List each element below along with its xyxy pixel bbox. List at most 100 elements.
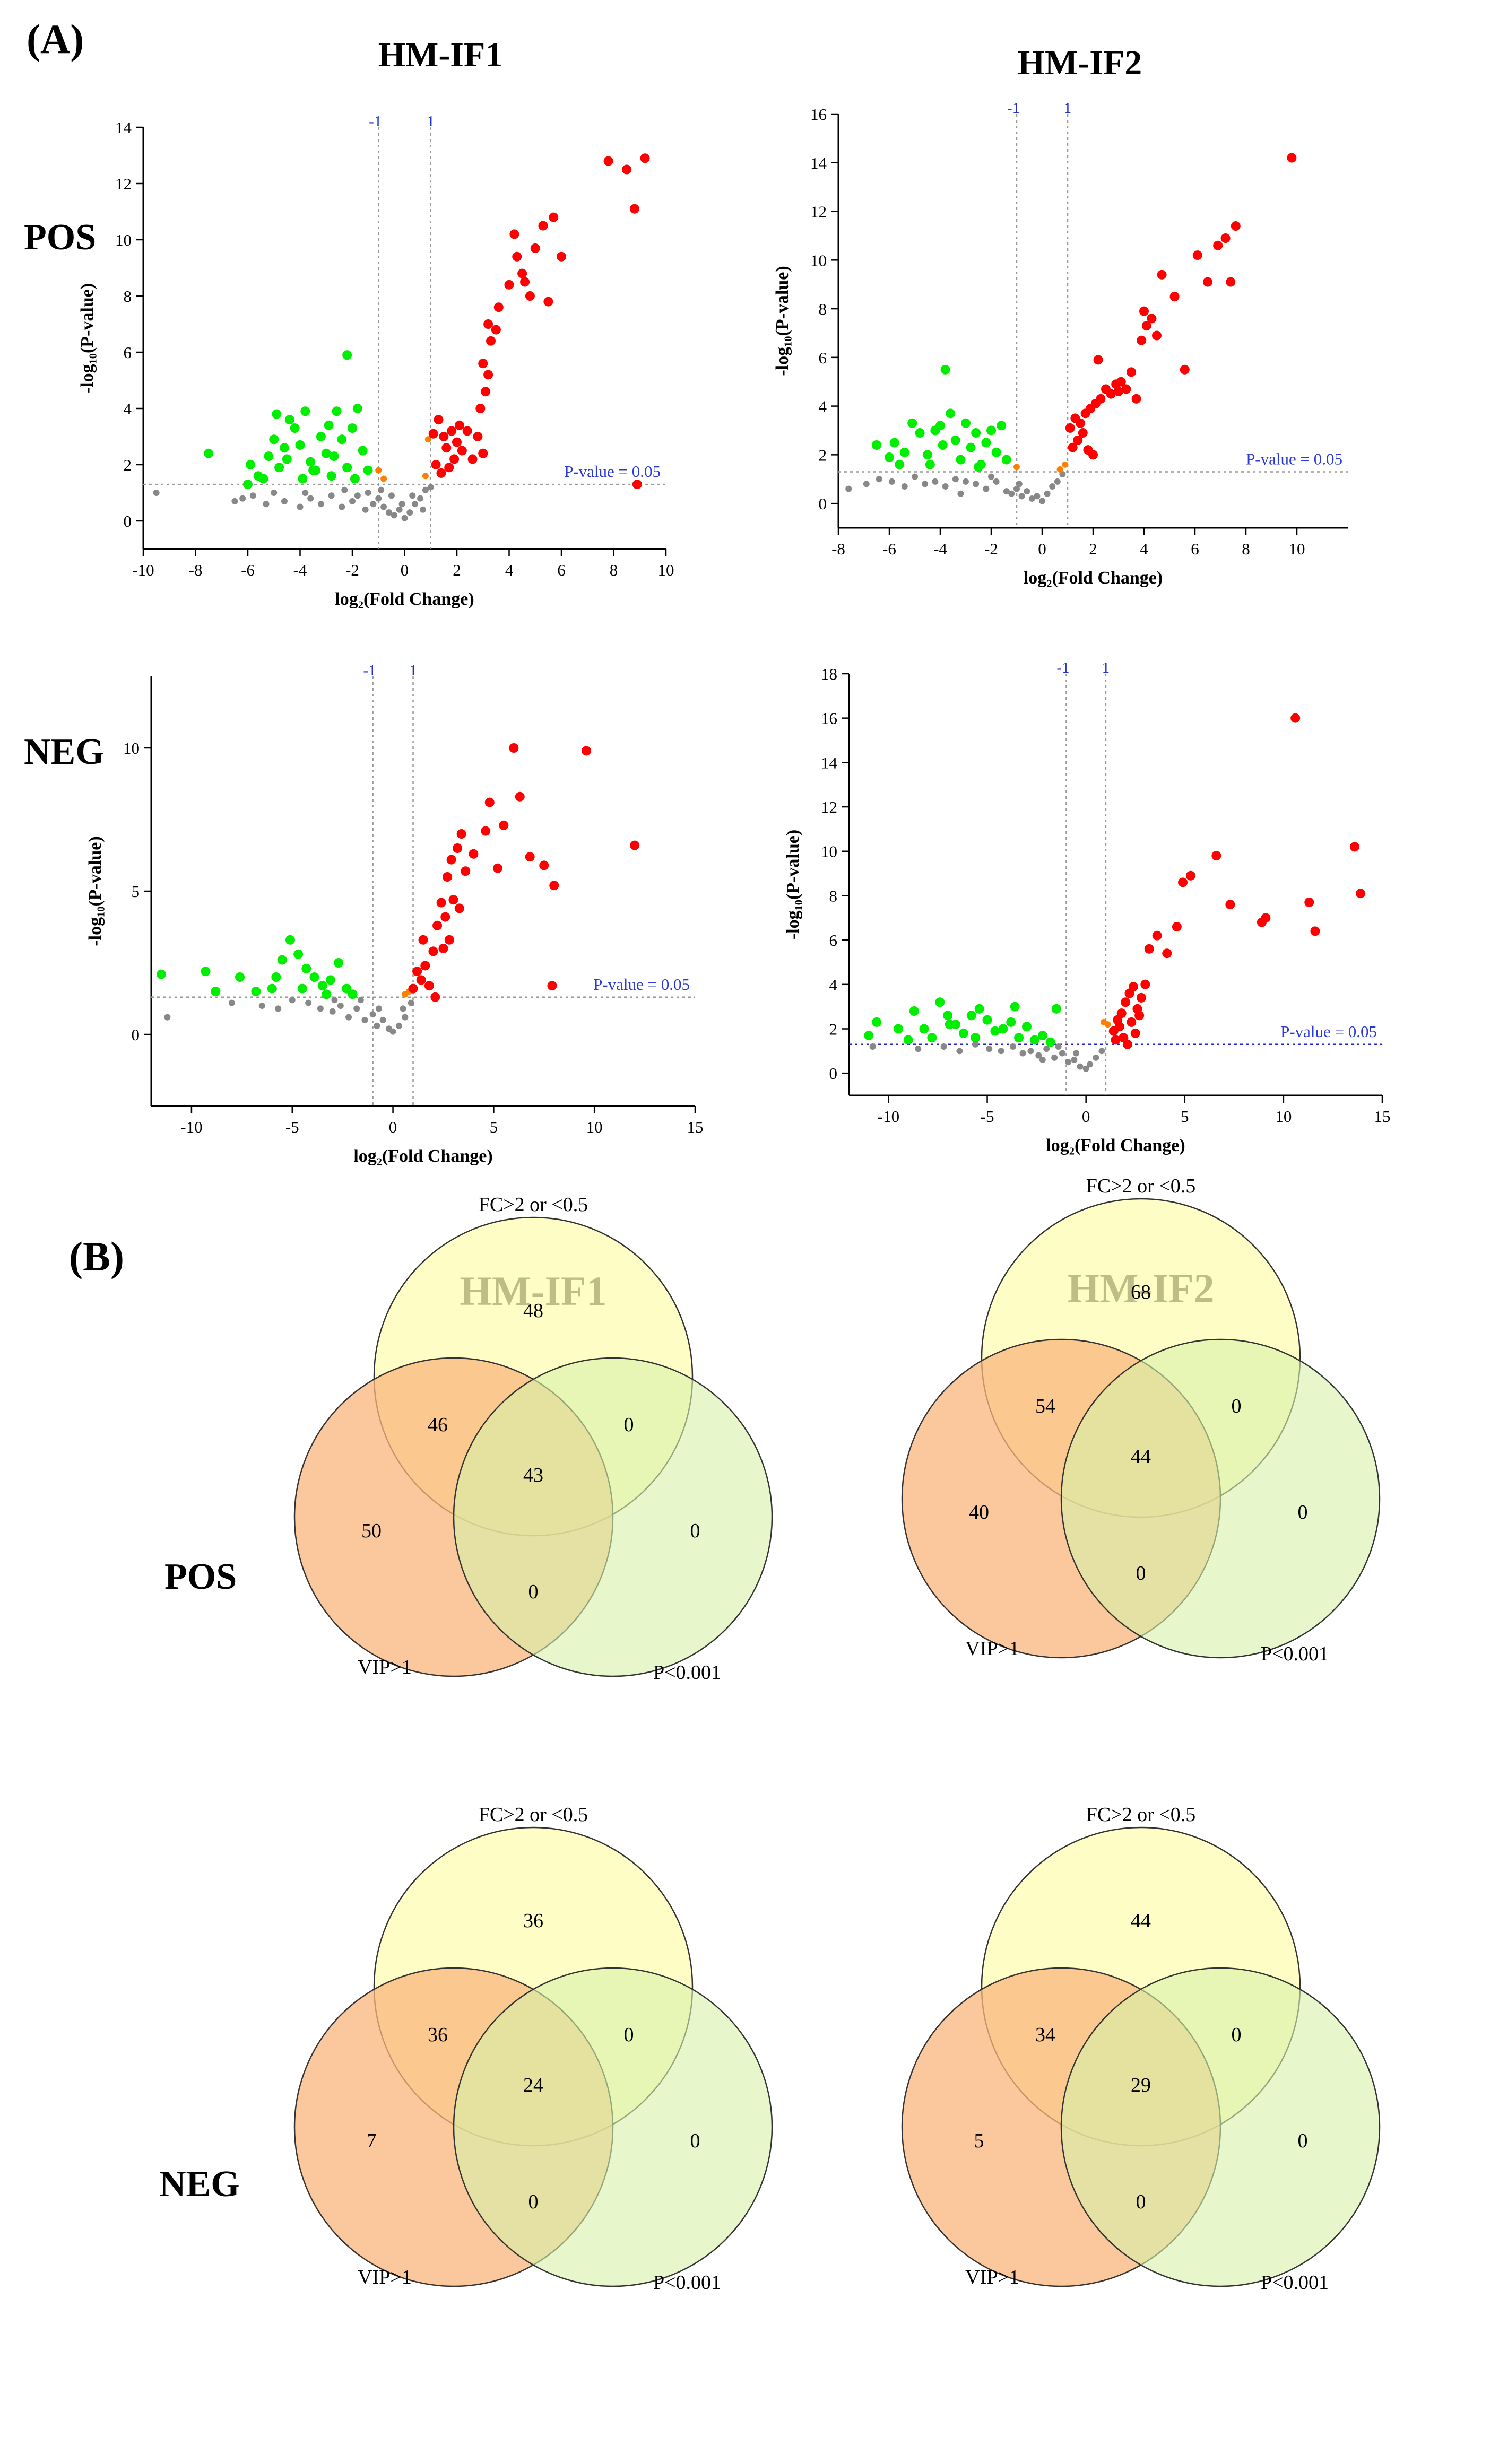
data-point-down	[1051, 1004, 1061, 1014]
x-tick-label: 5	[1181, 1107, 1189, 1126]
data-point-down	[889, 438, 899, 448]
data-point-up	[1127, 1017, 1137, 1027]
x-tick-label: -5	[981, 1107, 994, 1126]
data-point-border	[375, 467, 382, 474]
data-point-up	[478, 448, 488, 458]
volcano-mode-pos: POS	[24, 217, 96, 258]
data-point-up	[640, 153, 650, 163]
data-point-down	[998, 1024, 1008, 1034]
data-point-down	[1010, 1002, 1020, 1012]
data-point-down	[235, 972, 245, 982]
x-tick-label: -4	[933, 539, 947, 558]
data-point-up	[1139, 306, 1149, 316]
data-point-up	[481, 826, 491, 836]
data-point-up	[1111, 1035, 1121, 1045]
y-tick-label: 2	[829, 1020, 838, 1038]
data-point-ns	[380, 503, 387, 510]
venn-count-all: 24	[523, 2074, 543, 2096]
data-point-down	[943, 1011, 953, 1021]
data-point-ns	[379, 1017, 386, 1023]
venn-mode-pos: POS	[164, 1556, 237, 1597]
data-point-ns	[1018, 493, 1025, 500]
data-point-up	[1106, 389, 1116, 399]
data-point-down	[940, 364, 950, 375]
data-point-up	[452, 437, 462, 447]
venn-count-fc-p: 0	[1232, 1395, 1242, 1417]
data-point-up	[418, 935, 428, 945]
data-point-up	[1152, 330, 1162, 341]
data-point-ns	[369, 1011, 376, 1018]
p-threshold-label: P-value = 0.05	[1246, 449, 1342, 468]
data-point-up	[1225, 900, 1235, 910]
data-point-ns	[1028, 495, 1035, 502]
data-point-ns	[1098, 1048, 1105, 1055]
venn-count-vip-p: 0	[1136, 1562, 1146, 1584]
data-point-down	[1045, 1037, 1055, 1047]
data-point-down	[991, 447, 1001, 457]
data-point-down	[298, 474, 308, 484]
data-point-up	[1180, 364, 1190, 375]
data-point-ns	[876, 476, 882, 483]
data-point-up	[509, 229, 519, 239]
venn-hm-if2-neg: FC>2 or <0.5 VIP>1 P<0.001 44 5 0 34 0 0 29	[901, 1804, 1381, 2294]
data-point-up	[525, 852, 535, 862]
data-point-down	[284, 415, 294, 425]
data-point-up	[481, 387, 491, 397]
x-tick-label: -10	[180, 1118, 202, 1136]
data-point-ns	[957, 490, 964, 497]
x-tick-label: 0	[1082, 1107, 1090, 1126]
data-point-ns	[388, 492, 395, 499]
data-point-up	[1068, 442, 1078, 452]
p-threshold-label: P-value = 0.05	[1280, 1022, 1377, 1041]
x-tick-label: 4	[505, 561, 514, 579]
data-point-down	[927, 1033, 937, 1043]
data-point-down	[348, 989, 358, 999]
data-point-up	[434, 415, 444, 425]
y-tick-label: 14	[115, 118, 132, 137]
data-point-up	[430, 992, 440, 1002]
data-point-ns	[1019, 1050, 1026, 1057]
data-point-ns	[317, 501, 324, 508]
data-point-up	[1141, 321, 1151, 331]
x-tick-label: 4	[1140, 539, 1148, 558]
data-point-up	[1185, 870, 1195, 881]
data-point-down	[899, 447, 909, 457]
data-point-ns	[317, 1005, 324, 1012]
data-point-up	[1157, 269, 1167, 280]
panel-a-label: (A)	[27, 16, 84, 62]
data-point-ns	[275, 1005, 282, 1012]
data-point-up	[1129, 981, 1138, 991]
x-tick-label: 0	[401, 561, 409, 579]
data-point-up	[622, 164, 632, 175]
data-point-down	[894, 1024, 904, 1034]
data-point-ns	[988, 473, 994, 480]
data-point-down	[907, 418, 917, 428]
data-point-ns	[289, 997, 296, 1004]
data-point-down	[990, 1026, 1000, 1036]
data-point-down	[982, 1015, 992, 1025]
y-tick-label: 8	[124, 287, 132, 306]
data-point-ns	[345, 1014, 352, 1021]
data-point-ns	[956, 1048, 963, 1055]
y-tick-label: 2	[124, 456, 132, 474]
data-point-ns	[1027, 1048, 1034, 1055]
data-point-ns	[331, 997, 338, 1004]
data-point-up	[1073, 435, 1083, 445]
p-threshold-label: P-value = 0.05	[593, 975, 690, 994]
data-point-ns	[1049, 483, 1056, 490]
data-point-up	[454, 420, 464, 430]
data-point-down	[326, 471, 336, 481]
y-tick-label: 12	[821, 798, 837, 816]
data-point-up	[448, 895, 458, 905]
data-point-ns	[153, 490, 160, 496]
venn-set-label-vip: VIP>1	[965, 2266, 1019, 2288]
data-point-border	[380, 475, 387, 482]
data-point-ns	[328, 492, 335, 499]
data-point-down	[317, 981, 327, 991]
data-point-down	[895, 459, 905, 469]
volcano-title-hm-if2: HM-IF2	[1018, 43, 1142, 82]
y-tick-label: 4	[124, 399, 132, 418]
venn-count-p-only: 0	[1298, 2130, 1308, 2152]
y-tick-label: 0	[829, 1064, 838, 1083]
data-point-up	[1213, 240, 1223, 250]
